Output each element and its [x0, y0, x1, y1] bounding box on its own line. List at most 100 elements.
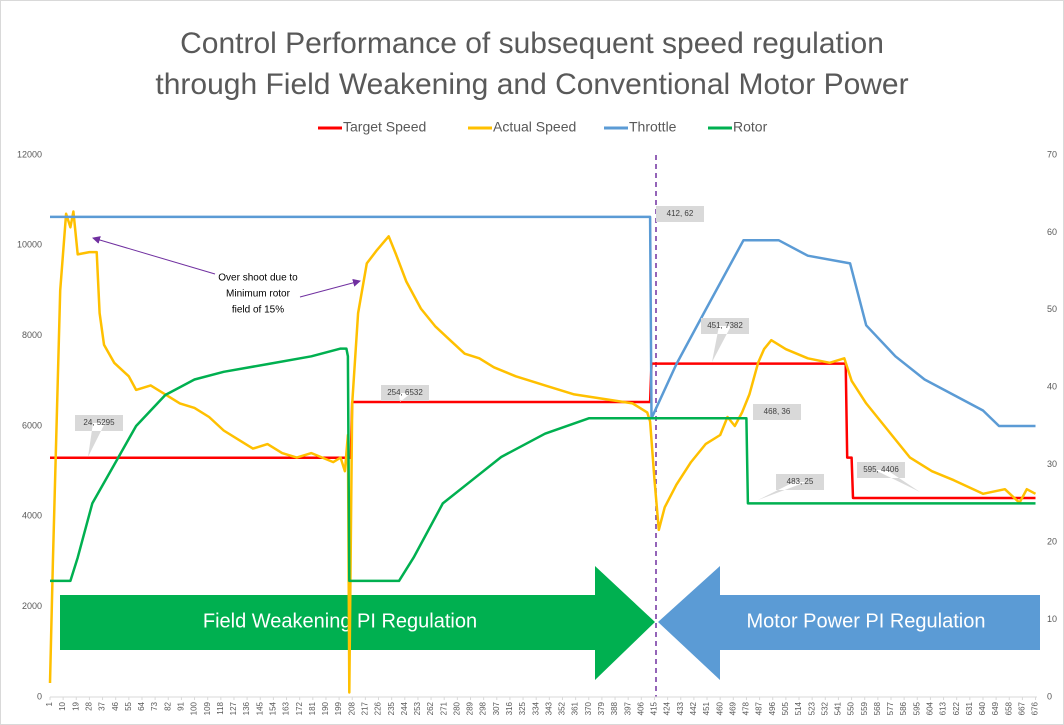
- x-tick-label: 595: [912, 701, 921, 715]
- x-tick-label: 172: [295, 701, 304, 715]
- x-tick-label: 73: [150, 701, 159, 710]
- x-tick-label: 523: [807, 701, 816, 715]
- x-tick-label: 433: [676, 701, 685, 715]
- x-tick-label: 163: [282, 701, 291, 715]
- x-tick-label: 631: [965, 701, 974, 715]
- x-tick-label: 658: [1004, 701, 1013, 715]
- x-tick-label: 190: [321, 701, 330, 715]
- x-tick-label: 613: [939, 701, 948, 715]
- data-label: 451, 7382: [707, 321, 743, 330]
- y2-tick-label: 60: [1047, 227, 1057, 237]
- x-tick-label: 487: [755, 701, 764, 715]
- x-tick-label: 1: [45, 701, 54, 706]
- x-tick-label: 325: [518, 701, 527, 715]
- legend-label: Rotor: [733, 119, 768, 135]
- x-tick-label: 451: [702, 701, 711, 715]
- x-tick-label: 550: [847, 701, 856, 715]
- callout-box: [758, 474, 824, 500]
- legend-label: Actual Speed: [493, 119, 576, 135]
- x-tick-label: 10: [58, 701, 67, 710]
- x-tick-label: 496: [768, 701, 777, 715]
- data-label: 468, 36: [764, 407, 791, 416]
- x-tick-label: 28: [85, 701, 94, 710]
- x-tick-label: 217: [360, 701, 369, 715]
- y-tick-label: 6000: [22, 420, 42, 430]
- x-tick-label: 226: [374, 701, 383, 715]
- x-tick-label: 352: [558, 701, 567, 715]
- x-tick-label: 289: [466, 701, 475, 715]
- x-tick-label: 136: [242, 701, 251, 715]
- region-label: Field Weakening PI Regulation: [203, 610, 477, 632]
- callout-box: [857, 462, 920, 492]
- x-tick-label: 271: [439, 701, 448, 715]
- data-label: 483, 25: [787, 477, 814, 486]
- series-line: [50, 215, 1036, 428]
- data-label: 254, 6532: [387, 388, 423, 397]
- x-tick-label: 514: [794, 701, 803, 715]
- x-tick-label: 208: [347, 701, 356, 715]
- x-tick-label: 19: [71, 701, 80, 710]
- y-tick-label: 4000: [22, 511, 42, 521]
- y-tick-label: 8000: [22, 330, 42, 340]
- x-tick-label: 640: [978, 701, 987, 715]
- x-tick-label: 82: [163, 701, 172, 710]
- x-tick-label: 55: [124, 701, 133, 710]
- x-tick-label: 46: [111, 701, 120, 710]
- x-tick-label: 154: [268, 701, 277, 715]
- callout-box: [656, 206, 704, 222]
- x-tick-label: 604: [926, 701, 935, 715]
- callout-box: [75, 415, 123, 457]
- x-tick-label: 244: [400, 701, 409, 715]
- x-tick-label: 361: [571, 701, 580, 715]
- callout-box: [701, 318, 749, 362]
- region-label: Motor Power PI Regulation: [746, 610, 985, 632]
- y2-tick-label: 50: [1047, 304, 1057, 314]
- x-tick-label: 199: [334, 701, 343, 715]
- y2-tick-label: 0: [1047, 691, 1052, 701]
- y2-tick-label: 70: [1047, 149, 1057, 159]
- annotation: Minimum rotor: [226, 289, 291, 300]
- y-tick-label: 0: [37, 691, 42, 701]
- x-tick-label: 334: [531, 701, 540, 715]
- x-tick-label: 397: [623, 701, 632, 715]
- x-tick-label: 460: [715, 701, 724, 715]
- x-tick-label: 235: [387, 701, 396, 715]
- x-tick-label: 505: [781, 701, 790, 715]
- y-tick-label: 10000: [17, 240, 42, 250]
- data-label: 595, 4406: [863, 465, 899, 474]
- y2-tick-label: 30: [1047, 459, 1057, 469]
- x-tick-label: 370: [584, 701, 593, 715]
- legend-label: Target Speed: [343, 119, 426, 135]
- chart-title: Control Performance of subsequent speed …: [180, 27, 884, 60]
- x-tick-label: 406: [636, 701, 645, 715]
- x-tick-label: 541: [834, 701, 843, 715]
- chart-title: through Field Weakening and Conventional…: [155, 68, 908, 101]
- x-tick-label: 388: [610, 701, 619, 715]
- x-tick-label: 316: [505, 701, 514, 715]
- x-tick-label: 280: [452, 701, 461, 715]
- x-tick-label: 262: [426, 701, 435, 715]
- x-tick-label: 478: [742, 701, 751, 715]
- x-tick-label: 64: [137, 701, 146, 710]
- x-tick-label: 667: [1018, 701, 1027, 715]
- x-tick-label: 469: [728, 701, 737, 715]
- y2-tick-label: 10: [1047, 614, 1057, 624]
- x-tick-label: 532: [820, 701, 829, 715]
- x-tick-label: 442: [689, 701, 698, 715]
- annotation-arrow: [299, 278, 361, 298]
- x-tick-label: 343: [544, 701, 553, 715]
- x-tick-label: 127: [229, 701, 238, 715]
- x-tick-label: 181: [308, 701, 317, 715]
- region-arrow: [658, 566, 1040, 680]
- callout-box: [381, 385, 429, 402]
- y2-tick-label: 40: [1047, 382, 1057, 392]
- annotation: Over shoot due to: [218, 273, 298, 284]
- x-tick-label: 145: [255, 701, 264, 715]
- data-label: 24, 5295: [83, 418, 115, 427]
- legend-label: Throttle: [629, 119, 677, 135]
- x-tick-label: 298: [479, 701, 488, 715]
- x-tick-label: 676: [1031, 701, 1040, 715]
- x-tick-label: 415: [650, 701, 659, 715]
- x-tick-label: 649: [991, 701, 1000, 715]
